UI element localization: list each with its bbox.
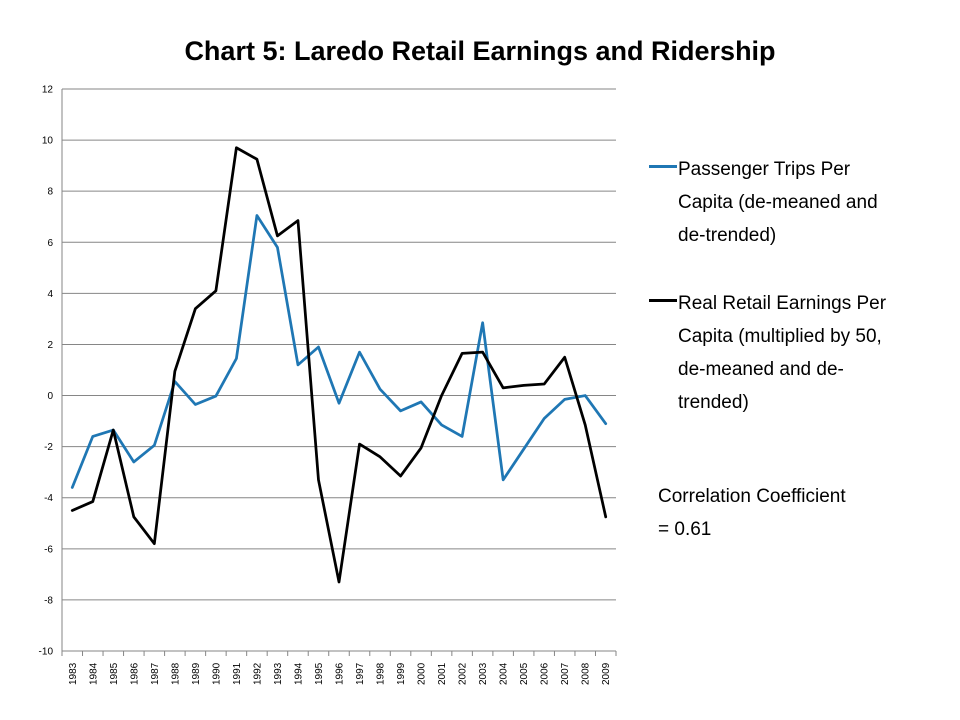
- x-tick-label: 2009: [601, 662, 612, 685]
- y-tick-labels: -10 -8 -6 -4 -2 0 2 4 6 8 10 12: [39, 85, 54, 658]
- y-tick-label: 12: [42, 85, 54, 96]
- legend-line: trended): [678, 392, 749, 413]
- series-line-retail-earnings: [70, 146, 608, 584]
- x-tick-label: 1983: [68, 662, 79, 685]
- grid-lines: [62, 88, 616, 652]
- y-tick-label: 0: [47, 391, 53, 402]
- x-tick-label: 2001: [437, 662, 448, 685]
- legend-line: Passenger Trips Per: [678, 159, 851, 180]
- y-tick-label: 4: [47, 289, 53, 300]
- legend-line: Real Retail Earnings Per: [678, 293, 887, 314]
- x-tick-label: 2002: [458, 662, 469, 685]
- series-line-passenger-trips: [70, 214, 608, 489]
- y-tick-label: 6: [47, 238, 53, 249]
- y-tick-label: -10: [39, 647, 54, 658]
- x-tick-label: 1992: [252, 662, 263, 685]
- x-tick-label: 2008: [581, 662, 592, 685]
- correlation-label: Correlation Coefficient: [658, 486, 846, 507]
- legend-label-passenger-trips: Passenger Trips Per Capita (de-meaned an…: [678, 153, 933, 252]
- y-tick-label: -8: [44, 595, 53, 606]
- legend-line: Capita (de-meaned and: [678, 192, 878, 213]
- legend-line: Capita (multiplied by 50,: [678, 326, 882, 347]
- legend-line: de-trended): [678, 225, 777, 246]
- y-tick-label: -4: [44, 493, 53, 504]
- x-tick-label: 1993: [273, 662, 284, 685]
- x-tick-label: 1999: [396, 662, 407, 685]
- y-tick-label: 10: [42, 136, 54, 147]
- x-tick-label: 1997: [355, 662, 366, 685]
- x-tick-label: 1989: [191, 662, 202, 685]
- x-tick-labels: 1983 1984 1985 1986 1987 1988 1989 1990 1991 1992…: [68, 662, 612, 685]
- x-tick-label: 1991: [232, 662, 243, 685]
- x-tick-label: 1990: [211, 662, 222, 685]
- y-tick-label: 8: [47, 187, 53, 198]
- x-tick-label: 1995: [314, 662, 325, 685]
- chart-title: Chart 5: Laredo Retail Earnings and Ride…: [184, 36, 776, 66]
- legend-swatch-passenger-trips: [649, 165, 677, 168]
- correlation-annotation: Correlation Coefficient = 0.61: [658, 480, 928, 546]
- correlation-value: = 0.61: [658, 519, 712, 540]
- x-tick-label: 2006: [540, 662, 551, 685]
- x-tick-label: 1998: [376, 662, 387, 685]
- y-tick-label: -6: [44, 544, 53, 555]
- y-tick-label: -2: [44, 442, 53, 453]
- x-tick-label: 1986: [129, 662, 140, 685]
- x-tick-label: 1987: [150, 662, 161, 685]
- legend-swatch-retail-earnings: [649, 299, 677, 302]
- x-tick-label: 2007: [560, 662, 571, 685]
- axes: [61, 89, 617, 656]
- x-tick-label: 2004: [499, 662, 510, 685]
- x-tick-label: 2003: [478, 662, 489, 685]
- x-tick-label: 1985: [109, 662, 120, 685]
- x-tick-label: 1988: [170, 662, 181, 685]
- series-lines: [70, 146, 608, 584]
- x-tick-label: 1984: [88, 662, 99, 685]
- x-tick-label: 2000: [417, 662, 428, 685]
- x-tick-label: 1996: [335, 662, 346, 685]
- legend-label-retail-earnings: Real Retail Earnings Per Capita (multipl…: [678, 287, 933, 419]
- x-tick-label: 2005: [519, 662, 530, 685]
- legend-line: de-meaned and de-: [678, 359, 844, 380]
- y-tick-label: 2: [47, 340, 53, 351]
- x-tick-label: 1994: [293, 662, 304, 685]
